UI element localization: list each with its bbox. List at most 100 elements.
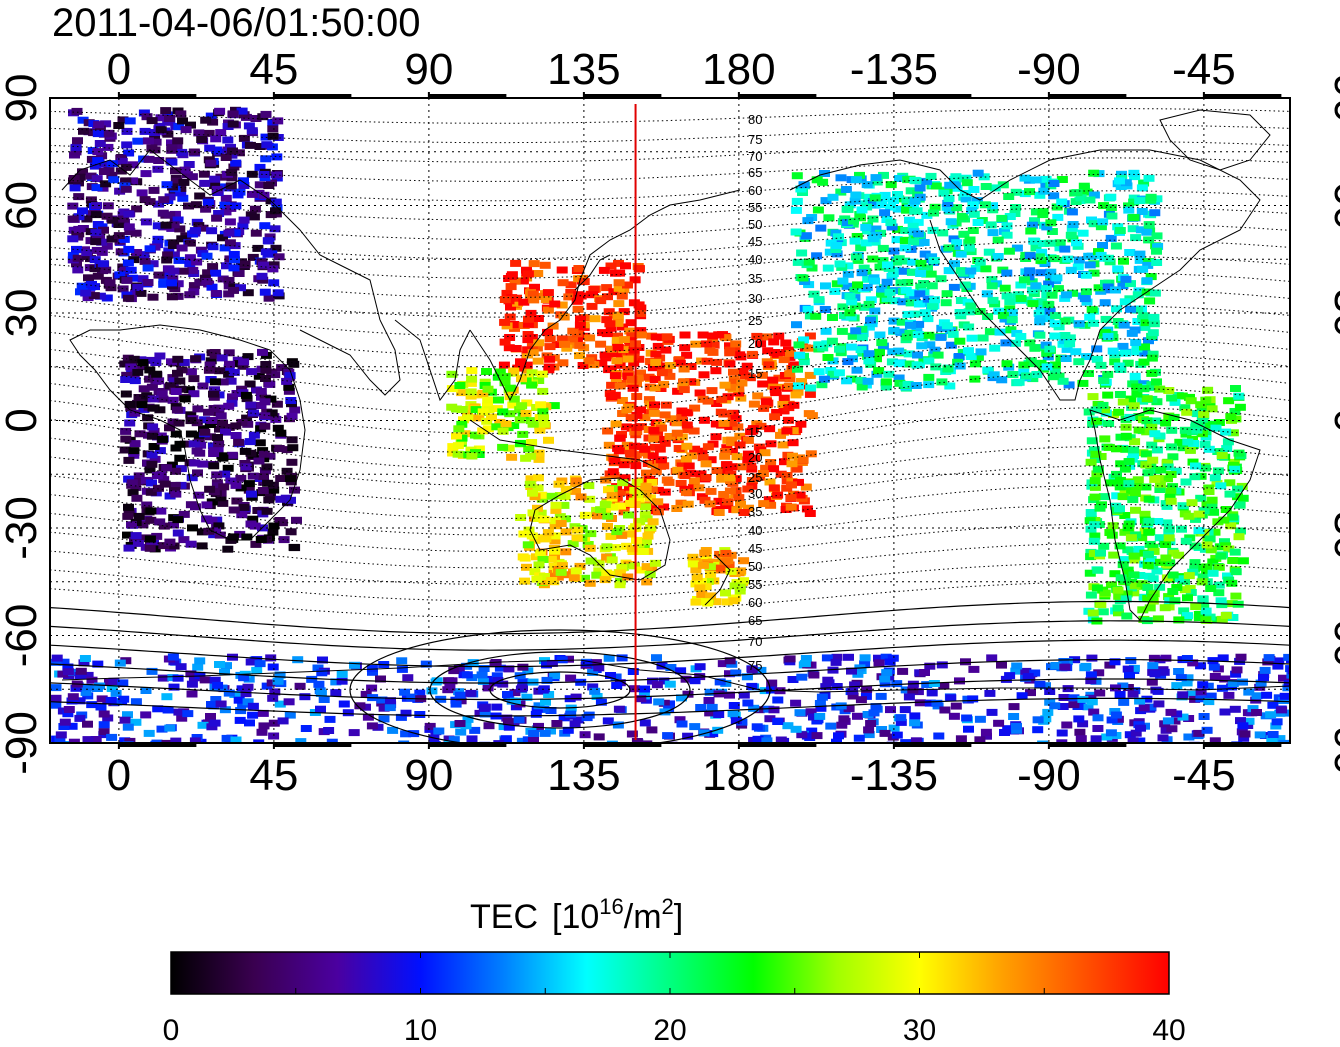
tec-cell	[794, 351, 806, 359]
tec-cell	[957, 269, 969, 277]
tec-cell	[635, 327, 647, 335]
tec-cell	[1004, 672, 1016, 680]
tec-cell	[616, 654, 628, 662]
tec-cell	[984, 689, 996, 697]
tec-cell	[520, 409, 532, 417]
tec-cell	[713, 711, 725, 718]
tec-cell	[245, 449, 257, 457]
tec-cell	[123, 503, 134, 511]
tec-cell	[923, 357, 935, 365]
tec-cell	[685, 363, 697, 370]
tec-cell	[1183, 572, 1195, 580]
tec-cell	[899, 237, 911, 245]
tec-cell	[572, 716, 584, 724]
tec-cell	[1109, 358, 1121, 366]
tec-cell	[702, 443, 714, 451]
tec-cell	[1134, 737, 1146, 743]
tec-cell	[549, 672, 561, 679]
tec-cell	[763, 496, 775, 504]
tec-cell	[687, 560, 699, 568]
tec-cell	[909, 294, 921, 302]
tec-cell	[258, 473, 269, 480]
tec-cell	[1278, 674, 1289, 682]
tec-cell	[954, 337, 966, 345]
tec-cell	[837, 303, 849, 311]
tec-cell	[635, 406, 646, 414]
tec-cell	[639, 511, 651, 519]
tec-cell	[903, 350, 915, 358]
tec-cell	[814, 700, 826, 707]
tec-cell	[207, 263, 219, 271]
tec-cell	[1147, 329, 1159, 337]
lat-tick-label-right: -30	[1325, 496, 1340, 560]
tec-cell	[1165, 497, 1177, 505]
tec-cell	[919, 309, 931, 317]
tec-cell	[899, 244, 911, 252]
tec-cell	[1130, 339, 1142, 346]
tec-cell	[277, 717, 289, 725]
contour-label: 20	[748, 450, 762, 465]
tec-cell	[759, 449, 771, 457]
tec-cell	[646, 486, 658, 494]
lon-tick-label-top: -90	[1017, 45, 1081, 94]
tec-cell	[1183, 715, 1195, 722]
tec-cell	[242, 353, 254, 361]
tec-cell	[989, 344, 1001, 352]
tec-cell	[738, 577, 750, 585]
tec-cell	[618, 346, 630, 354]
tec-cell	[980, 183, 992, 190]
tec-cell	[275, 495, 287, 503]
tec-cell	[230, 432, 242, 439]
colorbar-unit-exponent2: 2	[662, 894, 674, 919]
tec-cell	[1072, 263, 1084, 271]
tec-cell	[171, 177, 183, 185]
tec-cell	[505, 303, 516, 311]
tec-cell	[1021, 296, 1033, 304]
tec-cell	[967, 201, 979, 209]
tec-cell	[963, 347, 974, 355]
tec-cell	[681, 351, 693, 359]
tec-cell	[855, 244, 867, 252]
tec-cell	[895, 714, 907, 722]
tec-cell	[532, 315, 544, 322]
tec-cell	[672, 387, 684, 395]
tec-cell	[1142, 550, 1154, 558]
tec-cell	[1235, 717, 1246, 725]
tec-cell	[1088, 537, 1100, 545]
tec-cell	[948, 235, 960, 243]
tec-cell	[493, 740, 505, 743]
tec-cell	[1132, 291, 1144, 299]
tec-cell	[1199, 464, 1211, 472]
graticule	[50, 98, 1290, 743]
tec-cell	[196, 136, 208, 143]
tec-cell	[210, 527, 222, 535]
tec-cell	[257, 487, 269, 494]
tec-cell	[611, 357, 623, 365]
tec-cell	[420, 660, 432, 668]
colorbar-tick-label: 10	[404, 1014, 437, 1042]
tec-cell	[545, 555, 557, 563]
tec-cell	[1057, 377, 1069, 385]
tec-cell	[611, 336, 623, 344]
tec-cell	[198, 170, 210, 178]
tec-cell	[1122, 524, 1134, 532]
tec-cell	[226, 168, 238, 176]
tec-cell	[238, 503, 250, 511]
tec-cell	[808, 713, 819, 721]
tec-cell	[136, 189, 148, 197]
tec-cell	[1001, 292, 1013, 300]
tec-cell	[682, 500, 694, 508]
tec-cell	[499, 372, 511, 380]
tec-cell	[1285, 665, 1290, 673]
tec-cell	[201, 515, 213, 523]
tec-cell	[714, 678, 726, 686]
tec-cell	[786, 481, 797, 489]
tec-cell	[1127, 737, 1139, 743]
tec-cell	[734, 441, 746, 449]
tec-cell	[254, 163, 266, 171]
tec-cell	[106, 733, 118, 741]
tec-cell	[170, 737, 182, 743]
tec-cell	[950, 173, 962, 181]
tec-cell	[741, 362, 753, 370]
tec-cell	[831, 683, 843, 690]
